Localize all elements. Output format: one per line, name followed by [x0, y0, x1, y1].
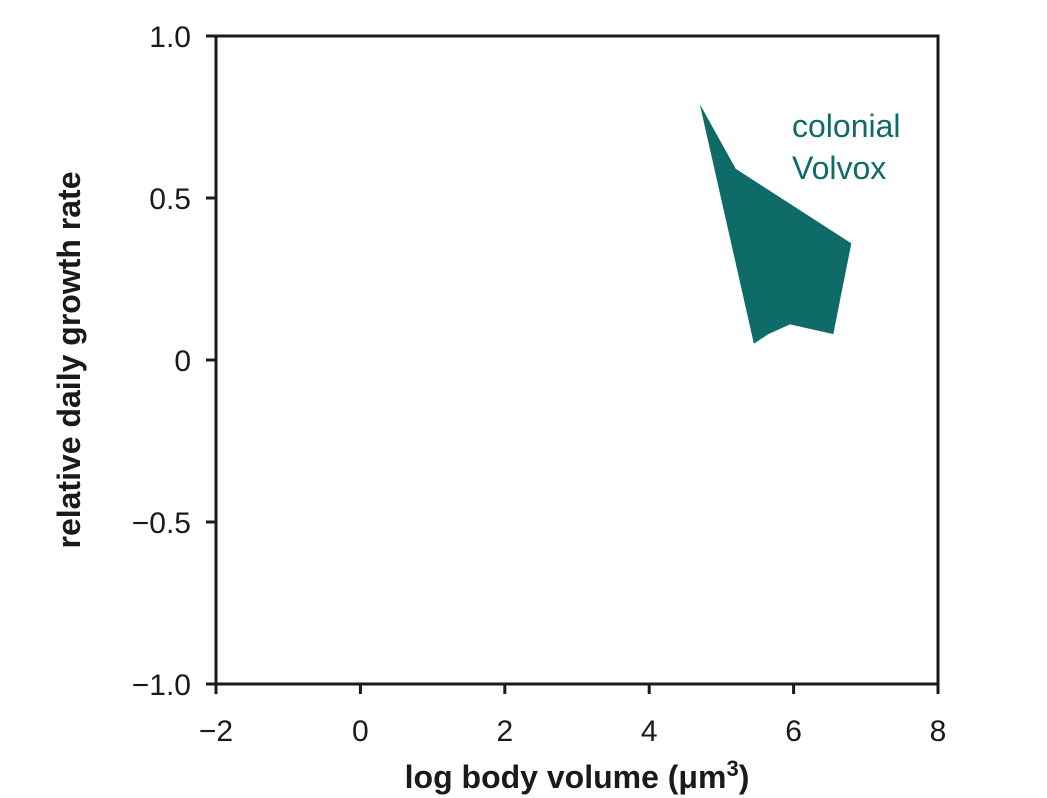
region-label: colonial Volvox: [792, 108, 901, 186]
plot-area: [214, 34, 940, 686]
x-tick-label: −2: [199, 715, 233, 748]
data-marks: colonial Volvox: [699, 104, 901, 344]
y-axis-title: relative daily growth rate: [51, 171, 87, 548]
x-tick-label: 4: [641, 715, 658, 748]
y-tick-label: 1.0: [149, 21, 191, 54]
region-label-line: colonial: [792, 108, 901, 144]
region-label-line: Volvox: [792, 150, 886, 186]
y-tick-label: 0.5: [149, 183, 191, 216]
volvox-region: [699, 104, 852, 344]
plot-frame: [214, 34, 940, 686]
y-tick-label: 0: [174, 345, 191, 378]
y-axis: 1.0 0.5 0 −0.5 −1.0: [132, 21, 216, 702]
x-axis: −2 0 2 4 6 8: [199, 684, 946, 748]
x-tick-label: 0: [352, 715, 369, 748]
y-tick-label: −1.0: [132, 669, 191, 702]
x-tick-label: 8: [930, 715, 947, 748]
x-tick-label: 2: [496, 715, 513, 748]
y-tick-label: −0.5: [132, 507, 191, 540]
x-axis-title: log body volume (μm3): [405, 756, 750, 795]
x-tick-label: 6: [785, 715, 802, 748]
